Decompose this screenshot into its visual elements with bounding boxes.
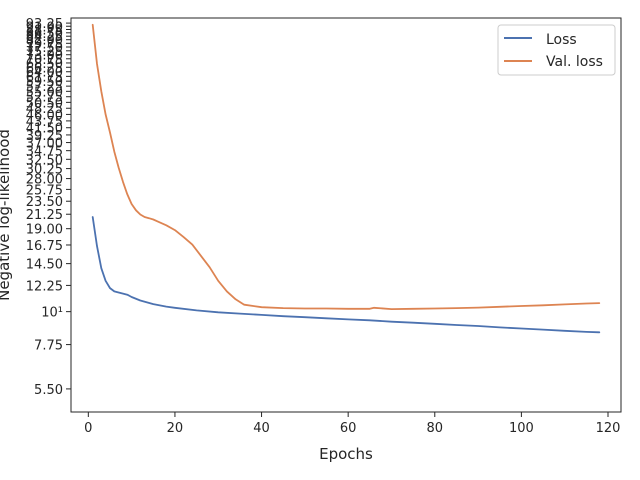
y-tick-label: 77.50 bbox=[26, 41, 63, 56]
x-tick-label: 80 bbox=[427, 421, 444, 436]
legend-label-loss: Loss bbox=[546, 32, 577, 48]
y-tick-label: 91.00 bbox=[26, 20, 63, 35]
y-tick-label: 82.00 bbox=[26, 34, 63, 49]
y-axis-ticks: 5.50 7.75 10¹ 12.25 14.50 16.7519.0021.2523.5… bbox=[26, 17, 71, 398]
y-tick-label: 93.25 bbox=[26, 17, 63, 32]
legend: Loss Val. loss bbox=[497, 24, 616, 76]
series-line-loss bbox=[91, 216, 601, 334]
y-tick-label: 43.75 bbox=[26, 115, 63, 130]
series-layer bbox=[91, 23, 601, 334]
y-tick-label: 84.25 bbox=[26, 30, 63, 45]
y-tick-label: 59.50 bbox=[26, 75, 63, 90]
y-tick-label: 28.00 bbox=[26, 173, 63, 188]
y-tick-label: 23.50 bbox=[26, 195, 63, 210]
x-tick-label: 20 bbox=[167, 421, 184, 436]
y-axis-label: Negative log-likelihood bbox=[0, 129, 13, 301]
y-tick-label: 79.75 bbox=[26, 37, 63, 52]
series-line-val-loss bbox=[91, 23, 601, 311]
y-tick-label: 73.00 bbox=[26, 49, 63, 64]
y-tick-label: 66.25 bbox=[26, 61, 63, 76]
y-tick-label: 39.25 bbox=[26, 129, 63, 144]
y-tick-label: 70.75 bbox=[26, 53, 63, 68]
x-tick-label: 40 bbox=[253, 421, 270, 436]
y-tick-label: 41.50 bbox=[26, 122, 63, 137]
y-tick-label: 55.00 bbox=[26, 85, 63, 100]
y-tick-label: 7.75 bbox=[34, 339, 63, 354]
y-tick-label: 25.75 bbox=[26, 183, 63, 198]
y-tick-label: 75.25 bbox=[26, 45, 63, 60]
y-tick-label: 46.00 bbox=[26, 108, 63, 123]
y-tick-label: 57.25 bbox=[26, 80, 63, 95]
y-tick-label: 64.00 bbox=[26, 66, 63, 81]
y-tick-label: 14.50 bbox=[26, 258, 63, 273]
y-tick-label: 21.25 bbox=[26, 208, 63, 223]
y-tick-label: 37.00 bbox=[26, 137, 63, 152]
x-tick-label: 0 bbox=[84, 421, 92, 436]
y-tick-label: 34.75 bbox=[26, 145, 63, 160]
x-tick-label: 120 bbox=[596, 421, 621, 436]
y-tick-label: 88.75 bbox=[26, 23, 63, 38]
y-tick-label: 61.75 bbox=[26, 70, 63, 85]
y-tick-label: 50.50 bbox=[26, 96, 63, 111]
y-tick-label: 5.50 bbox=[34, 383, 63, 398]
y-tick-label: 52.75 bbox=[26, 91, 63, 106]
legend-label-val-loss: Val. loss bbox=[546, 54, 603, 70]
plot-frame bbox=[70, 17, 622, 413]
x-axis-label: Epochs bbox=[319, 445, 373, 463]
y-tick-label: 48.25 bbox=[26, 102, 63, 117]
x-axis-ticks: 0 20 40 60 80 100 120 bbox=[84, 412, 620, 436]
y-tick-label: 32.50 bbox=[26, 153, 63, 168]
y-tick-label: 10¹ bbox=[41, 306, 63, 321]
y-tick-label: 86.50 bbox=[26, 27, 63, 42]
y-tick-label: 30.25 bbox=[26, 163, 63, 178]
y-tick-label: 16.75 bbox=[26, 239, 63, 254]
x-tick-label: 100 bbox=[509, 421, 534, 436]
y-tick-label: 12.25 bbox=[26, 279, 63, 294]
x-tick-label: 60 bbox=[340, 421, 357, 436]
y-tick-label: 68.50 bbox=[26, 57, 63, 72]
y-tick-label: 19.00 bbox=[26, 223, 63, 238]
